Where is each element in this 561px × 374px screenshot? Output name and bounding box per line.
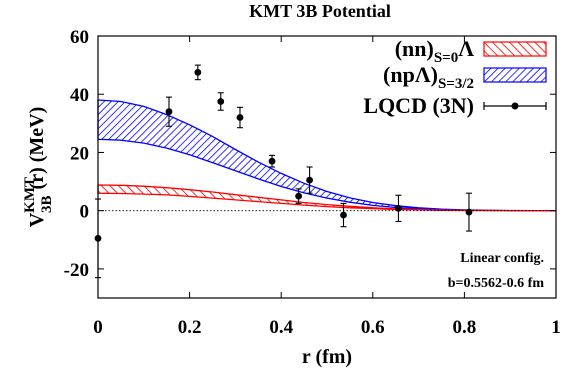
x-tick-label-0: 0 <box>93 317 103 338</box>
y-tick-label-3: 40 <box>70 85 89 106</box>
x-tick-label-3: 0.6 <box>361 317 385 338</box>
data-point-3 <box>217 92 225 111</box>
x-axis: 0 0.2 0.4 0.6 0.8 1 <box>93 36 561 338</box>
x-tick-label-2: 0.4 <box>269 317 293 338</box>
data-point-7 <box>306 166 313 194</box>
y-axis-title-main: V <box>26 212 48 227</box>
legend-swatch-nn <box>483 41 547 57</box>
x-tick-label-5: 1 <box>551 317 561 338</box>
data-point-6 <box>295 188 303 204</box>
y-axis-title-tail: (r) (MeV) <box>26 107 48 190</box>
y-tick-label-0: -20 <box>64 260 89 281</box>
y-tick-label-2: 20 <box>70 143 89 164</box>
plot-frame <box>97 35 557 299</box>
data-point-10 <box>465 192 473 232</box>
legend-swatch-npl <box>483 67 547 83</box>
x-axis-title: r (fm) <box>302 346 352 368</box>
y-tick-label-1: 0 <box>80 202 90 223</box>
x-tick-label-1: 0.2 <box>178 317 202 338</box>
plot-bands <box>97 99 557 212</box>
legend-label-lqcd: LQCD (3N) <box>363 93 474 118</box>
y-axis-title-sup: KMT <box>22 177 38 213</box>
annotation-config: Linear config. <box>460 251 544 266</box>
y-axis-title-sub: 3B <box>39 195 55 213</box>
legend-marker-lqcd <box>483 102 547 110</box>
data-point-1 <box>165 96 173 127</box>
data-point-9 <box>395 194 402 222</box>
data-point-8 <box>340 202 347 228</box>
legend-label-nn: (nn)S=0Λ <box>395 36 475 66</box>
data-point-2 <box>194 64 202 81</box>
legend-label-npl: (npΛ)S=3/2 <box>383 62 474 92</box>
band-nn <box>97 184 557 212</box>
x-tick-label-4: 0.8 <box>453 317 477 338</box>
y-axis-title: VKMT3B (r) (MeV) <box>22 107 55 228</box>
y-axis: -20 0 20 40 60 <box>64 27 556 281</box>
data-point-4 <box>236 106 244 129</box>
legend: (nn)S=0Λ (npΛ)S=3/2 LQCD (3N) <box>363 36 547 118</box>
data-point-5 <box>268 154 276 168</box>
chart-title: KMT 3B Potential <box>249 1 391 21</box>
annotation-b-range: b=0.5562-0.6 fm <box>448 276 545 291</box>
y-tick-label-4: 60 <box>70 27 89 48</box>
